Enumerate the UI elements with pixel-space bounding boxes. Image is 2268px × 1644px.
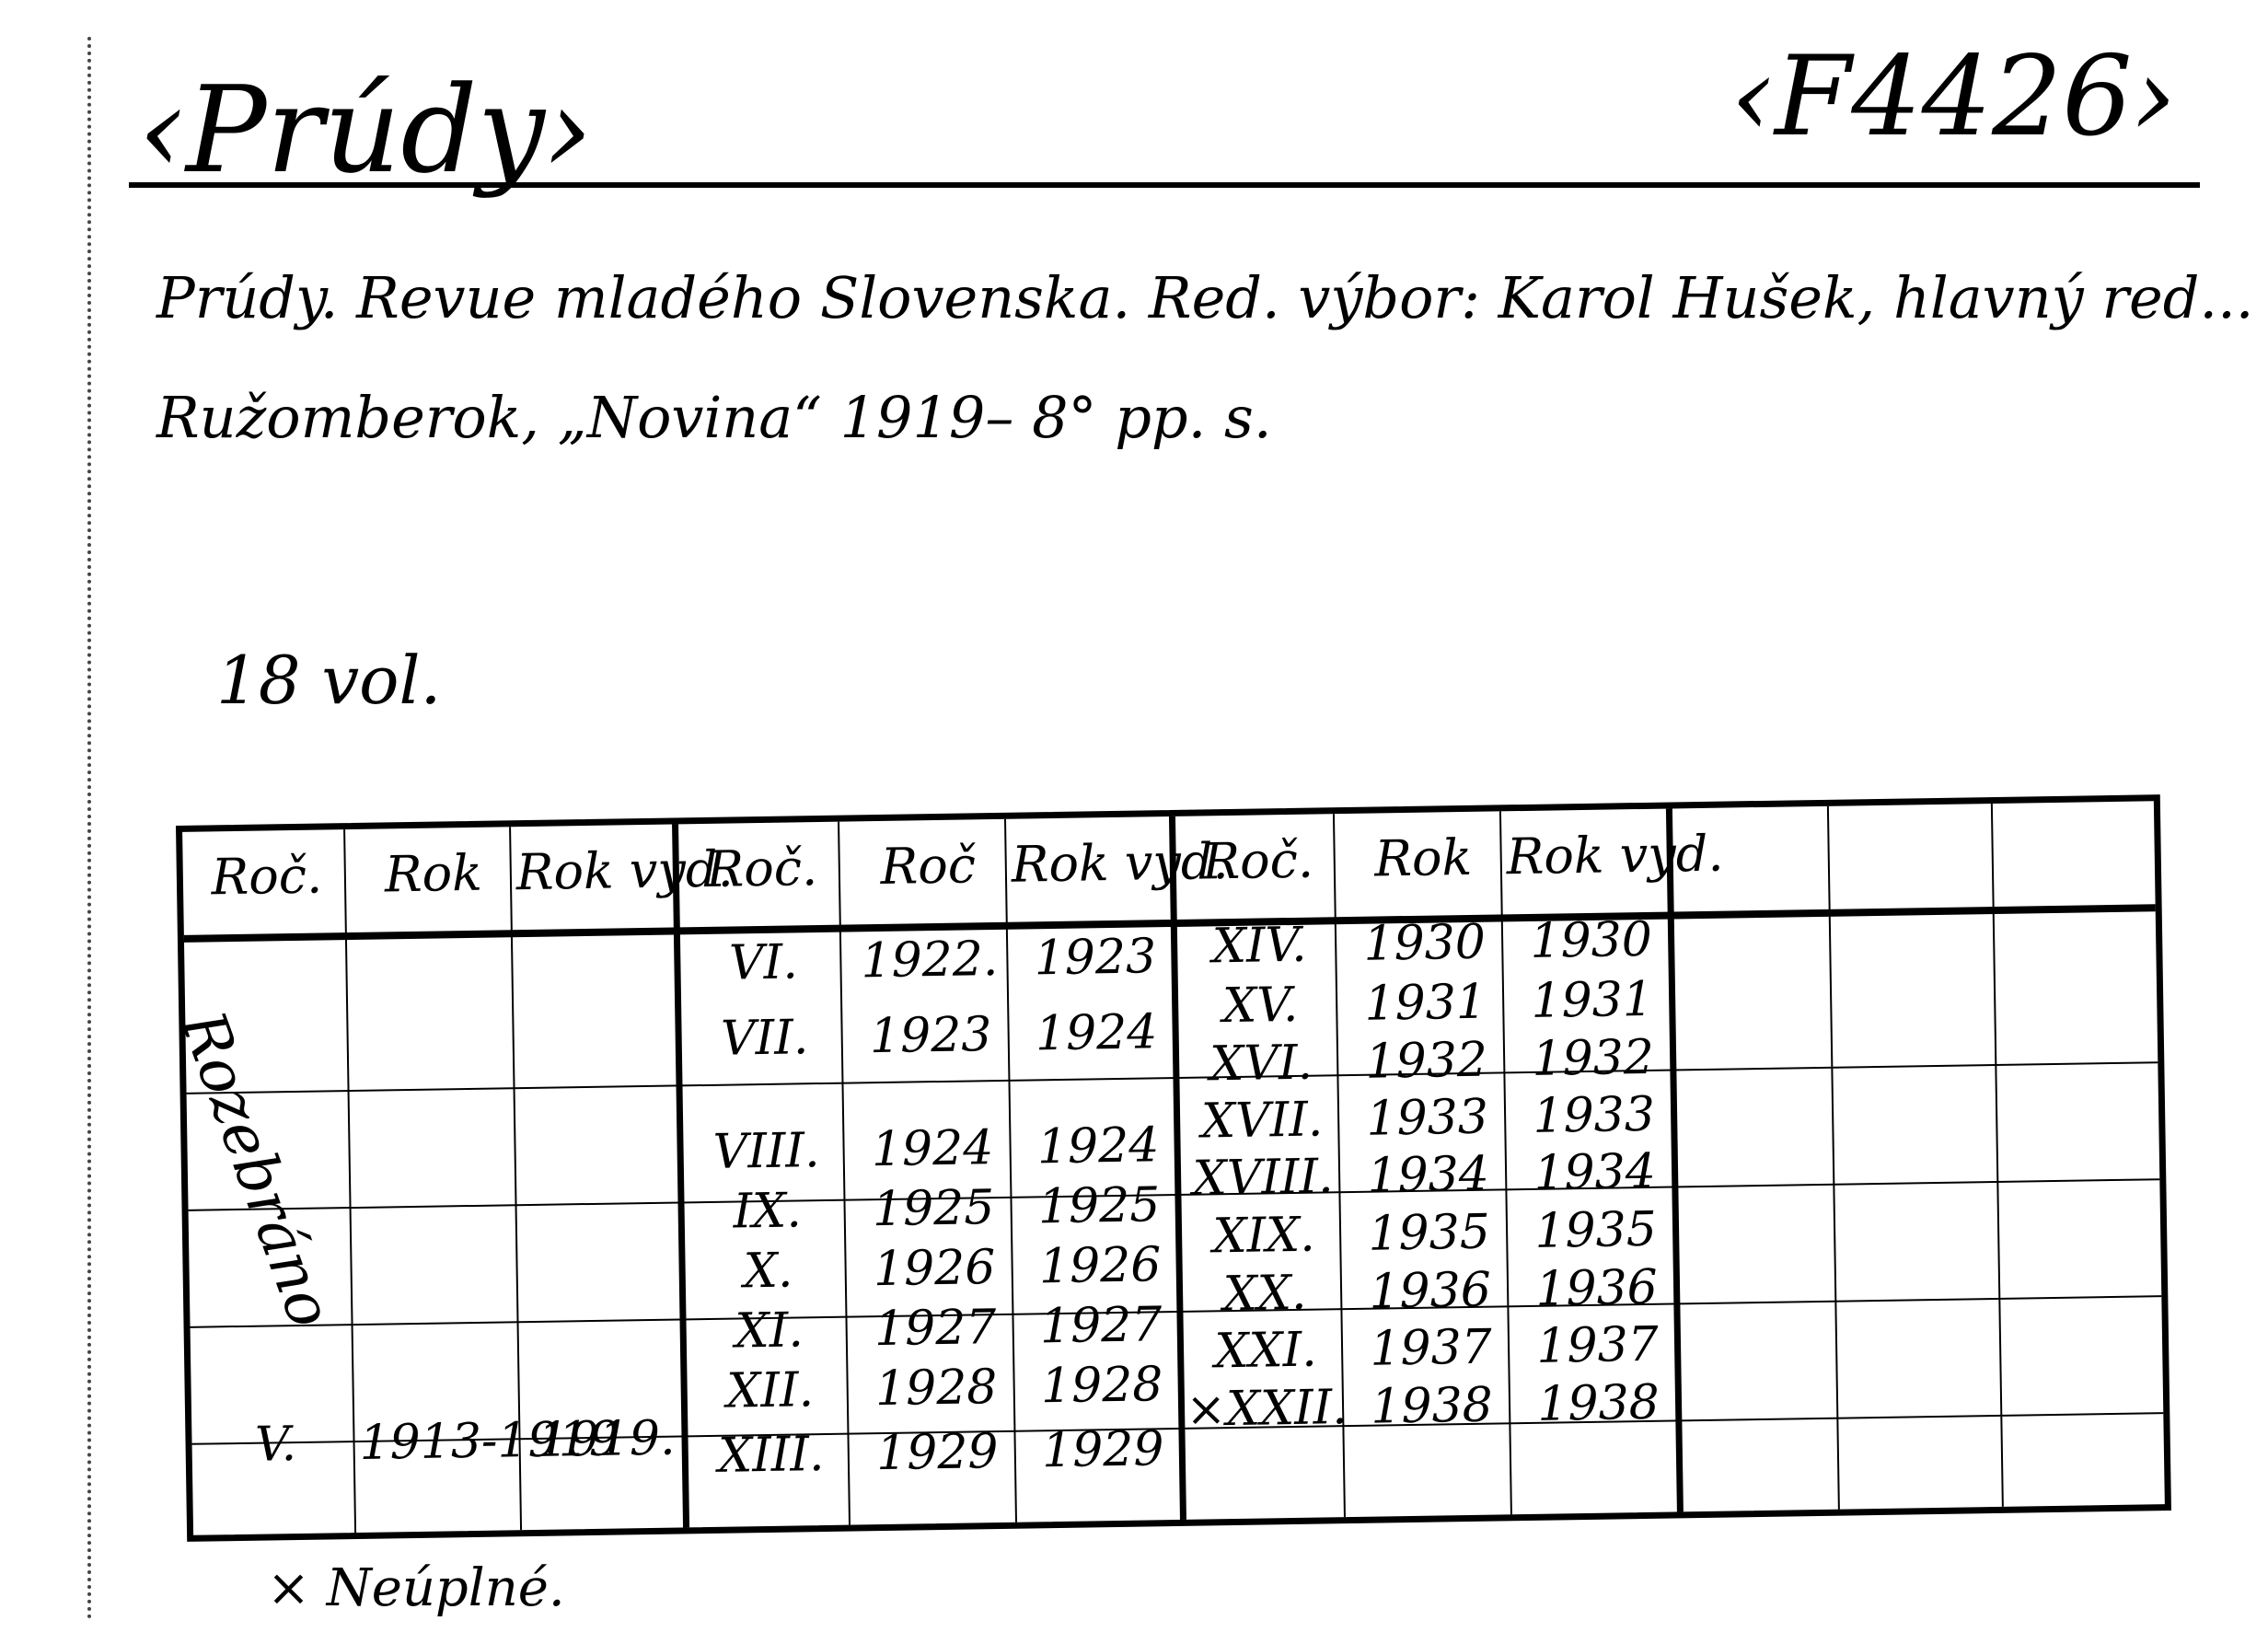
volume-number: XX. (1222, 1265, 1307, 1323)
column-header: Roč. (1201, 830, 1314, 891)
volume-number: VIII. (712, 1123, 820, 1180)
publication-year: 1930 (1530, 911, 1653, 969)
year: 1936 (1368, 1262, 1492, 1320)
card-edge (87, 37, 95, 1620)
publication-year: 1929 (1041, 1421, 1164, 1479)
column-header: Rok vyd. (1506, 824, 1724, 886)
year: 1930 (1363, 914, 1487, 972)
publication-year: 1937 (1535, 1316, 1660, 1374)
year: 1929 (875, 1424, 999, 1482)
card-title: ‹Prúdy› (138, 60, 593, 200)
year: 1925 (872, 1180, 995, 1238)
holdings-table: Roč. Rok Rok vyd. V. 1913-1919 1919. Roč. Roč Ro… (176, 794, 2171, 1542)
publication-year: 1935 (1533, 1201, 1658, 1259)
column-header: Rok vyd. (1011, 832, 1230, 894)
volume-number: XVIII. (1192, 1149, 1334, 1207)
year: 1932 (1365, 1032, 1488, 1090)
publication-year: 1931 (1531, 971, 1654, 1029)
volume-number: XVI. (1209, 1035, 1313, 1093)
column-header: Rok vyd. (515, 839, 735, 902)
year: 1938 (1370, 1377, 1494, 1435)
publication-year: 1923 (1034, 929, 1157, 987)
title-divider (129, 182, 2200, 188)
volume-number: XVII. (1200, 1092, 1324, 1150)
column-header: Rok (1373, 828, 1473, 888)
publication-year: 1924 (1035, 1004, 1158, 1062)
year: 1933 (1366, 1089, 1489, 1147)
year: 1937 (1369, 1319, 1493, 1377)
volume-number: ×XXII. (1186, 1380, 1348, 1438)
publication-year: 1928 (1040, 1357, 1163, 1415)
volume-number: IX. (733, 1183, 803, 1240)
volume-number: XII. (725, 1362, 815, 1419)
year: 1926 (873, 1240, 996, 1298)
publication-year: 1919. (538, 1410, 676, 1468)
volume-number: XIV. (1211, 917, 1307, 975)
volume-count: 18 vol. (216, 642, 442, 719)
volume-number: VI. (728, 934, 799, 991)
year: 1935 (1367, 1204, 1491, 1262)
volume-number: XI. (735, 1302, 804, 1360)
column-header: Rok (384, 843, 483, 904)
publication-year: 1933 (1533, 1086, 1656, 1144)
volume-number: XV. (1221, 977, 1299, 1035)
year: 1931 (1364, 974, 1487, 1032)
publication-year: 1934 (1533, 1143, 1657, 1201)
column-header: Roč (880, 836, 977, 896)
column-header: Roč. (706, 839, 818, 898)
volume-number: XIX. (1212, 1207, 1316, 1265)
volume-number: VII. (720, 1010, 809, 1067)
column-header: Roč. (211, 846, 323, 907)
publication-year: 1932 (1532, 1029, 1655, 1087)
publication-year: 1925 (1037, 1177, 1161, 1235)
footnote: × Neúplné. (267, 1558, 565, 1618)
year: 1924 (871, 1120, 994, 1178)
volume-number: V. (254, 1417, 297, 1473)
publication-year: 1938 (1536, 1374, 1660, 1432)
year: 1928 (874, 1360, 998, 1418)
year: 1934 (1366, 1146, 1490, 1204)
description-line-2: Ružomberok, „Novina“ 1919– 8° pp. s. (156, 384, 1272, 451)
call-number: ‹F4426› (1730, 33, 2177, 161)
year: 1913-1919 (359, 1411, 620, 1471)
volume-number: X. (743, 1243, 793, 1300)
description-line-1: Prúdy. Revue mladého Slovenska. Red. výb… (156, 264, 2254, 331)
publication-year: 1927 (1039, 1297, 1163, 1355)
year: 1923 (869, 1007, 992, 1065)
year: 1922. (860, 931, 999, 990)
publication-year: 1924 (1036, 1117, 1160, 1175)
volume-number: XXI. (1214, 1322, 1318, 1380)
publication-year: 1926 (1038, 1237, 1162, 1295)
volume-number: XIII. (717, 1427, 825, 1484)
publication-year: 1936 (1534, 1259, 1659, 1317)
year: 1927 (874, 1300, 997, 1358)
